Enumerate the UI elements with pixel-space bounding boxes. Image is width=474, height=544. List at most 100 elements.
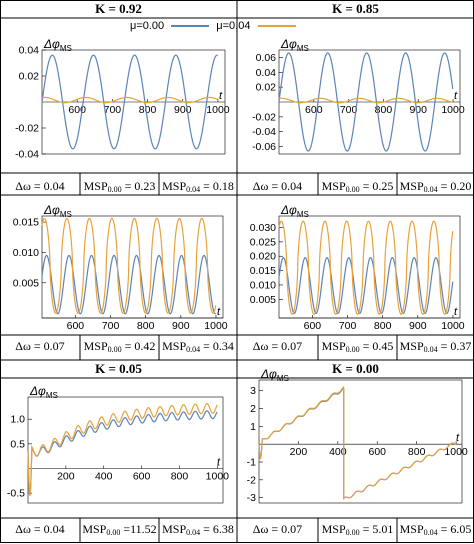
y-tick-label: 0.02 bbox=[19, 71, 40, 83]
series-line-mu004 bbox=[278, 220, 454, 315]
caption-cell: Δω = 0.04 bbox=[252, 179, 303, 193]
y-tick-label: 0.04 bbox=[19, 45, 40, 57]
x-tick-label: 1000 bbox=[441, 104, 465, 116]
y-tick-label: 3 bbox=[250, 385, 256, 397]
y-tick-label: 0.005 bbox=[250, 294, 276, 306]
caption-cell: Δω = 0.07 bbox=[252, 522, 303, 536]
series-line-mu004 bbox=[41, 217, 217, 314]
x-tick-label: 1000 bbox=[206, 104, 230, 116]
x-tick-label: 700 bbox=[102, 320, 120, 332]
y-axis-label: ΔφMS bbox=[260, 367, 289, 383]
plot-k-000: -3 -2 -1 1 2 3 200 400 600 800 1000 t ΔφMS bbox=[247, 367, 468, 504]
y-tick-label: 0.025 bbox=[250, 236, 276, 248]
y-axis-label: ΔφMS bbox=[280, 37, 309, 53]
x-tick-label: 700 bbox=[339, 320, 357, 332]
caption-cell: Δω = 0.04 bbox=[15, 522, 65, 536]
y-tick-label: 0.04 bbox=[256, 67, 277, 79]
y-tick-label: -0.06 bbox=[252, 141, 276, 153]
x-tick-label: 600 bbox=[67, 320, 85, 332]
y-tick-label: -0.02 bbox=[15, 123, 39, 135]
caption-cell: MSP0.00 = 0.23 bbox=[83, 179, 156, 194]
x-tick-label: 900 bbox=[409, 104, 427, 116]
plot-k-005: -0.5 0.5 1.0 200 400 600 800 1000 t ΔφMS bbox=[7, 384, 230, 504]
y-tick-label: 0.015 bbox=[13, 217, 39, 229]
x-tick-label: 900 bbox=[172, 320, 190, 332]
x-tick-label: 700 bbox=[340, 104, 358, 116]
x-axis-label: t bbox=[217, 306, 221, 318]
y-tick-label: 2 bbox=[250, 403, 256, 415]
x-tick-label: 800 bbox=[171, 470, 189, 482]
x-tick-label: 200 bbox=[57, 470, 75, 482]
y-tick-label: 0.010 bbox=[250, 279, 276, 291]
caption-cell: MSP0.04 = 0.37 bbox=[399, 339, 472, 354]
header-k-000: K = 0.00 bbox=[332, 361, 379, 376]
caption-cell: MSP0.04 = 0.20 bbox=[399, 179, 472, 194]
y-axis-label: ΔφMS bbox=[280, 203, 309, 219]
legend-swatch-mu004 bbox=[257, 25, 296, 28]
x-tick-label: 800 bbox=[408, 446, 426, 458]
x-tick-label: 1000 bbox=[444, 446, 468, 458]
x-tick-label: 900 bbox=[174, 104, 192, 116]
series-line-mu000 bbox=[41, 54, 218, 150]
legend-item-mu000: μ=0.00 bbox=[130, 20, 216, 32]
caption-cell: Δω = 0.07 bbox=[252, 339, 303, 353]
legend: μ=0.00 μ=0.04 bbox=[130, 20, 360, 36]
plot-k-085: -0.06 -0.04 -0.02 0.02 0.04 0.06 600 700 800 900 1… bbox=[252, 37, 465, 155]
series-line-mu000 bbox=[258, 386, 456, 500]
x-axis-label: t bbox=[454, 306, 458, 318]
y-tick-label: -0.04 bbox=[15, 149, 39, 161]
caption-cell: MSP0.04 = 6.38 bbox=[162, 522, 234, 537]
caption-cell: MSP0.04 = 0.34 bbox=[162, 339, 234, 354]
x-tick-label: 600 bbox=[133, 470, 151, 482]
y-tick-label: -1 bbox=[247, 457, 256, 469]
x-tick-label: 400 bbox=[329, 446, 347, 458]
x-axis-label: t bbox=[217, 456, 221, 468]
caption-cell: MSP0.00 = 0.25 bbox=[321, 179, 394, 194]
plot-dw007-left: 0.005 0.010 0.015 600 700 800 900 1000 t ΔφMS bbox=[13, 203, 228, 332]
series-line-mu000 bbox=[278, 257, 454, 315]
y-tick-label: -0.5 bbox=[7, 488, 25, 500]
caption-cell: MSP0.00 = 0.42 bbox=[83, 339, 156, 354]
y-axis-label: ΔφMS bbox=[29, 384, 58, 400]
x-tick-label: 1000 bbox=[441, 320, 465, 332]
y-tick-label: 0.5 bbox=[10, 438, 25, 450]
series-line-mu004 bbox=[258, 385, 456, 500]
y-tick-label: -0.02 bbox=[252, 111, 276, 123]
y-tick-label: 0.015 bbox=[250, 265, 276, 277]
series-line-mu004 bbox=[41, 96, 218, 104]
series-line-mu000 bbox=[278, 52, 454, 152]
y-axis-label: ΔφMS bbox=[43, 37, 72, 53]
plot-frame bbox=[258, 379, 463, 504]
series-line-mu004 bbox=[27, 403, 218, 496]
y-tick-label: -0.04 bbox=[252, 126, 276, 138]
x-tick-label: 800 bbox=[137, 320, 155, 332]
caption-cell: MSP0.04 = 6.05 bbox=[399, 522, 472, 537]
series-line-mu004 bbox=[278, 97, 453, 104]
x-tick-label: 800 bbox=[139, 104, 157, 116]
x-tick-label: 600 bbox=[305, 104, 323, 116]
x-tick-label: 800 bbox=[375, 104, 393, 116]
y-tick-label: 0.010 bbox=[13, 247, 39, 259]
x-axis-label: t bbox=[219, 90, 223, 102]
y-tick-label: 0.020 bbox=[250, 251, 276, 263]
series-line-mu000 bbox=[27, 410, 218, 496]
x-tick-label: 600 bbox=[304, 320, 322, 332]
x-tick-label: 600 bbox=[368, 446, 386, 458]
header-k-005: K = 0.05 bbox=[95, 361, 142, 376]
x-tick-label: 1000 bbox=[206, 470, 230, 482]
x-tick-label: 600 bbox=[68, 104, 86, 116]
y-tick-label: 1.0 bbox=[10, 414, 25, 426]
caption-cell: MSP0.00 = 5.01 bbox=[321, 522, 394, 537]
y-tick-label: 0.005 bbox=[13, 277, 39, 289]
caption-cell: MSP0.00 =11.52 bbox=[82, 522, 157, 537]
y-tick-label: 0.02 bbox=[256, 82, 277, 94]
x-tick-label: 200 bbox=[290, 446, 308, 458]
x-tick-label: 700 bbox=[104, 104, 122, 116]
legend-swatch-mu000 bbox=[171, 25, 210, 28]
header-k-085: K = 0.85 bbox=[332, 1, 379, 16]
plot-k-092: -0.04 -0.02 0.02 0.04 600 700 800 900 1000 t ΔφMS bbox=[15, 37, 230, 161]
x-tick-label: 900 bbox=[409, 320, 427, 332]
series-line-mu000 bbox=[41, 254, 217, 315]
y-tick-label: 0.030 bbox=[250, 222, 276, 234]
caption-cell: MSP0.00 = 0.45 bbox=[321, 339, 394, 354]
